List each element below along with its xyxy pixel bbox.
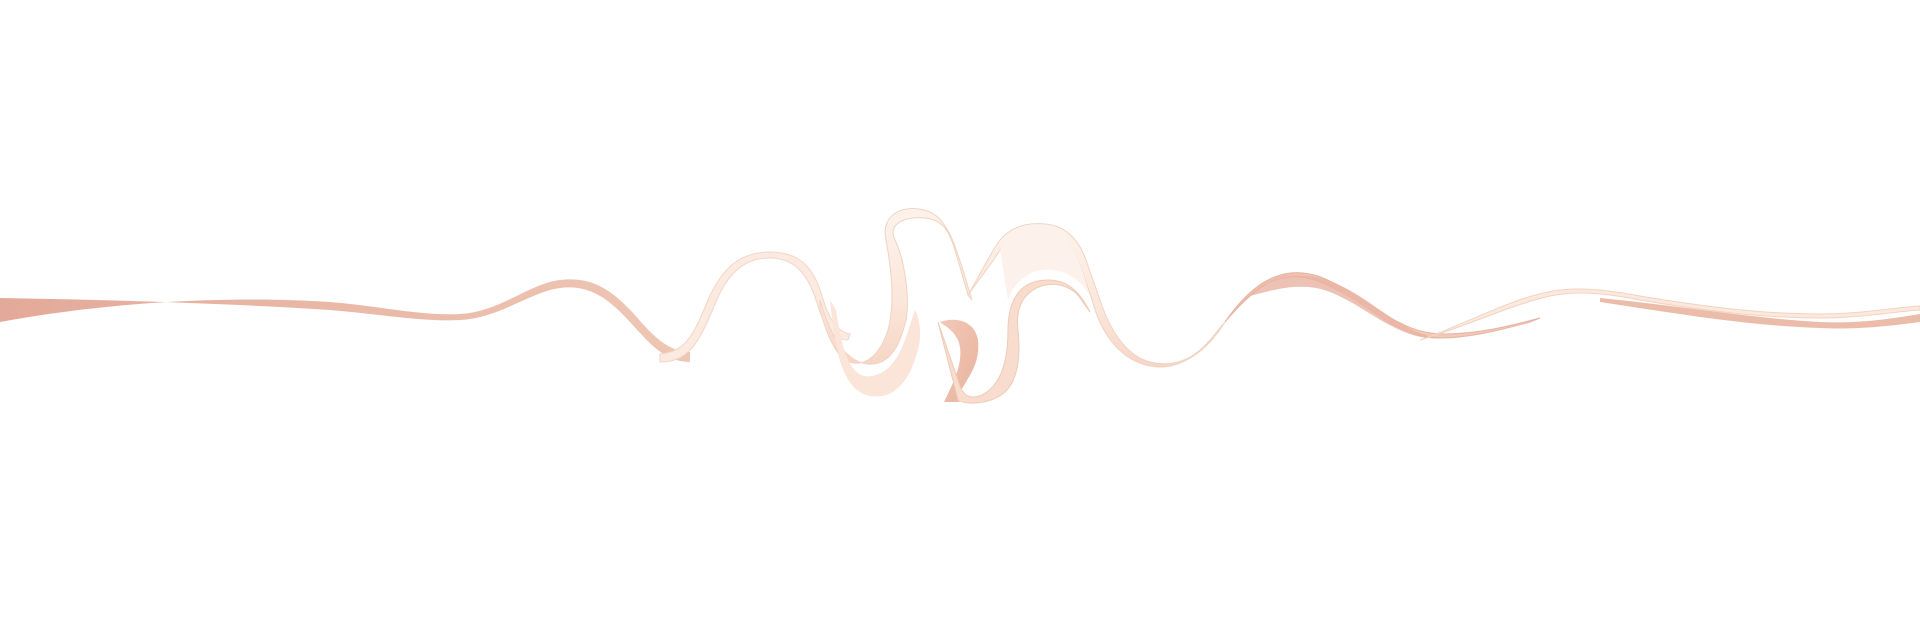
ribbon-fold-front <box>937 279 1091 404</box>
ribbon-loop-1 <box>819 208 973 365</box>
ribbon-right-shadow <box>1250 275 1440 339</box>
ribbon-left-tail <box>0 279 690 362</box>
ribbon-right-tail <box>1600 298 1920 329</box>
ribbon-hump-1 <box>659 251 851 363</box>
ribbon-fold <box>940 319 979 402</box>
ribbon-loop-1-bottom <box>830 300 921 397</box>
ribbon-right-pale-strip <box>1419 288 1920 341</box>
ribbon-loop-2-inner <box>1000 228 1090 300</box>
